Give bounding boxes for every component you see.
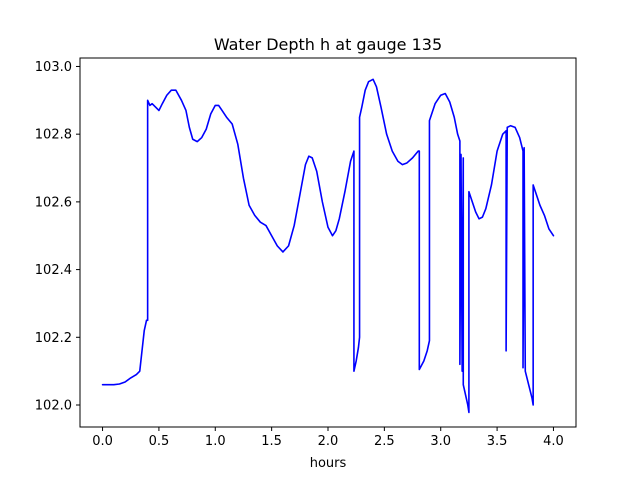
y-tick-label: 102.0 <box>35 398 72 413</box>
y-axis: 102.0 102.2 102.4 102.6 102.8 103.0 <box>35 60 80 413</box>
y-tick-label: 102.8 <box>35 128 72 143</box>
y-tick-label: 102.6 <box>35 195 72 210</box>
x-tick-label: 2.5 <box>374 434 395 449</box>
x-tick-label: 0.0 <box>92 434 113 449</box>
y-tick-label: 103.0 <box>35 60 72 75</box>
x-tick-label: 0.5 <box>149 434 170 449</box>
x-tick-label: 1.5 <box>261 434 282 449</box>
x-tick-label: 3.5 <box>487 434 508 449</box>
x-tick-label: 3.0 <box>430 434 451 449</box>
series-line-0 <box>101 78 555 414</box>
x-tick-label: 1.0 <box>205 434 226 449</box>
x-axis: 0.0 0.5 1.0 1.5 2.0 2.5 3.0 3.5 4.0 <box>92 427 564 449</box>
y-tick-label: 102.4 <box>35 263 72 278</box>
x-tick-label: 2.0 <box>318 434 339 449</box>
chart-title: Water Depth h at gauge 135 <box>214 35 442 54</box>
x-axis-title: hours <box>310 456 347 471</box>
x-tick-label: 4.0 <box>543 434 564 449</box>
y-tick-label: 102.2 <box>35 331 72 346</box>
